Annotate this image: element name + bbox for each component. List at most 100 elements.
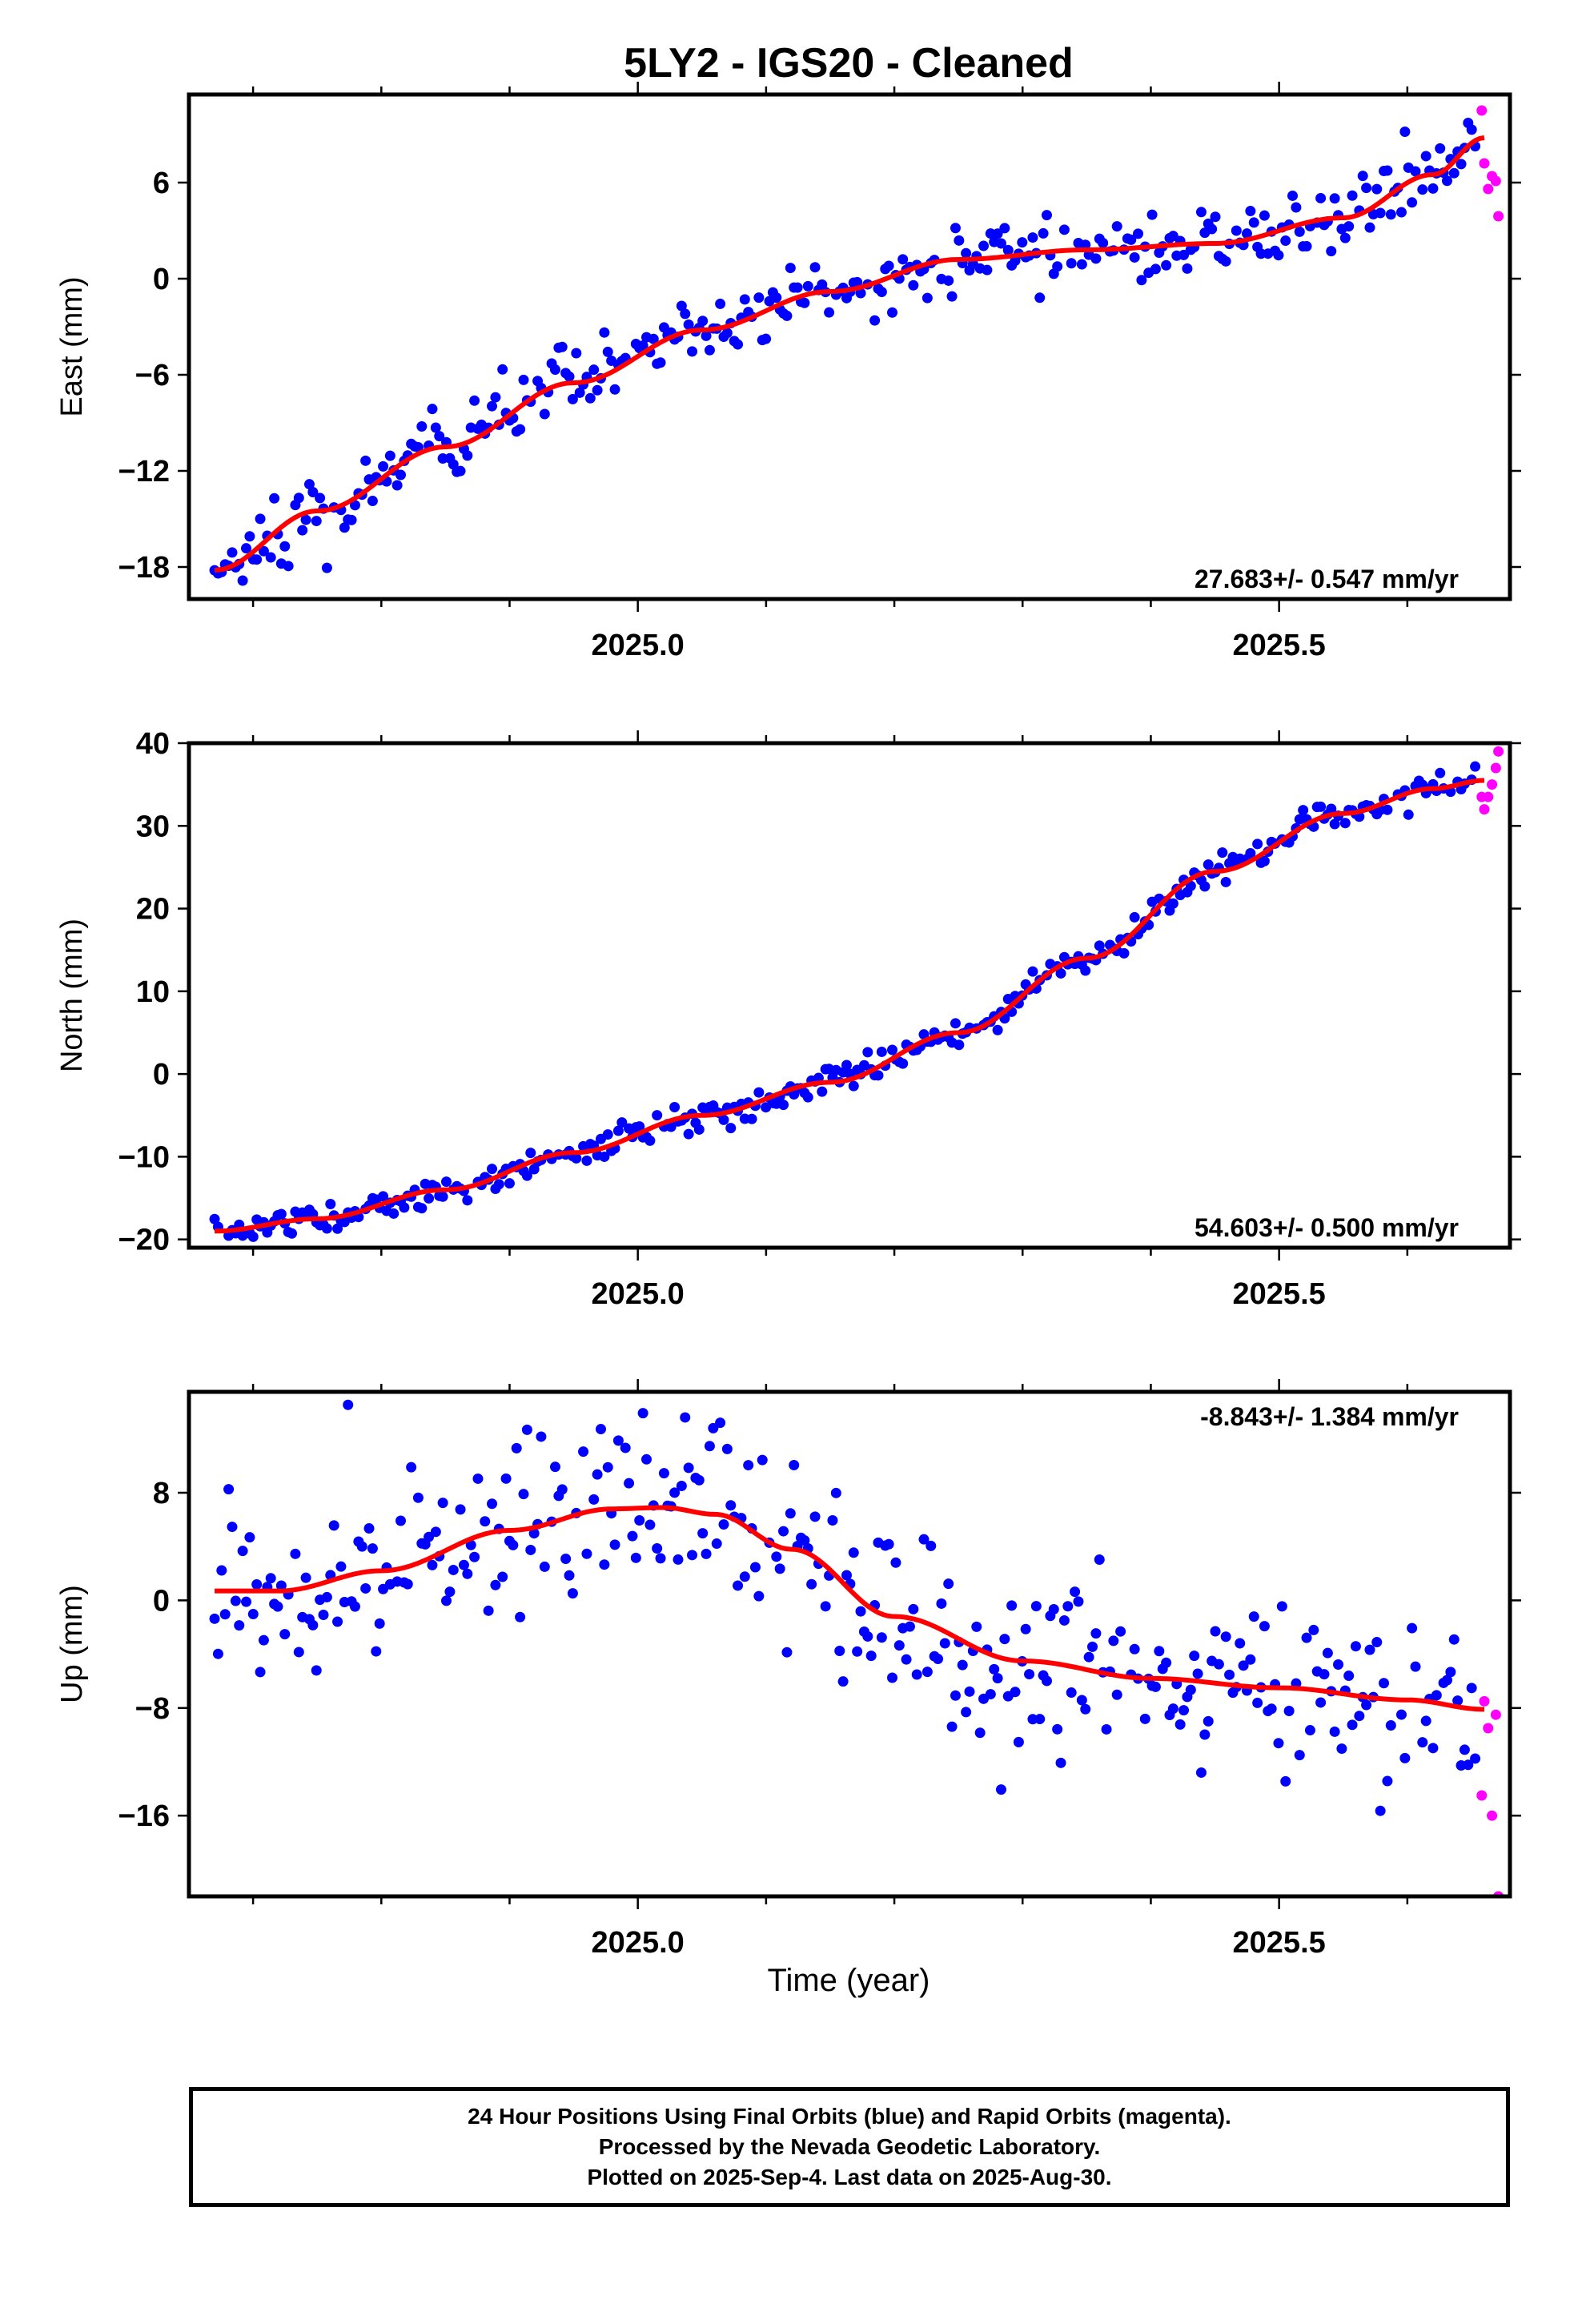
- final-point: [209, 1213, 220, 1224]
- final-point: [578, 1446, 589, 1458]
- final-point: [1066, 258, 1077, 269]
- final-point: [725, 1500, 737, 1511]
- final-point: [1466, 124, 1477, 135]
- final-point: [687, 346, 698, 357]
- final-point: [1220, 1631, 1231, 1642]
- final-point: [1385, 209, 1396, 220]
- final-point: [1076, 1695, 1087, 1706]
- final-point: [658, 1468, 669, 1479]
- final-point: [1463, 1759, 1474, 1771]
- final-point: [360, 1582, 371, 1594]
- final-point: [1435, 143, 1446, 154]
- final-point: [1403, 809, 1414, 820]
- plot-frame-east: [187, 92, 1512, 601]
- final-point: [564, 1570, 575, 1581]
- final-point: [571, 1152, 582, 1164]
- final-point: [1126, 234, 1137, 245]
- final-point: [1129, 1643, 1140, 1655]
- final-point: [1010, 1687, 1021, 1698]
- final-point: [1241, 228, 1252, 239]
- final-point: [209, 1613, 220, 1624]
- y-tick-label: 40: [136, 727, 170, 761]
- final-point: [1322, 1647, 1333, 1659]
- final-point: [995, 238, 1006, 249]
- final-point: [1291, 202, 1302, 213]
- final-point: [637, 1408, 648, 1419]
- final-point: [693, 1124, 705, 1135]
- final-point: [721, 1443, 733, 1454]
- final-point: [1266, 1703, 1277, 1715]
- final-point: [1357, 171, 1368, 182]
- final-point: [827, 1514, 838, 1526]
- final-point: [992, 1024, 1003, 1035]
- rapid-point: [1490, 175, 1501, 187]
- final-point: [307, 1619, 319, 1630]
- final-point: [1182, 263, 1193, 274]
- final-point: [1210, 1626, 1221, 1637]
- final-point: [655, 357, 666, 368]
- final-point: [1301, 241, 1312, 252]
- final-point: [739, 1571, 750, 1582]
- final-point: [1058, 224, 1070, 235]
- final-point: [1326, 803, 1337, 814]
- final-point: [1224, 1669, 1235, 1680]
- final-point: [1220, 255, 1231, 267]
- final-point: [971, 1621, 982, 1632]
- final-point: [378, 460, 389, 472]
- final-point: [1083, 1651, 1094, 1663]
- final-point: [395, 469, 406, 480]
- rapid-point: [1483, 1723, 1494, 1734]
- footer-note-box: 24 Hour Positions Using Final Orbits (bl…: [189, 2087, 1510, 2207]
- final-point: [950, 1018, 961, 1029]
- final-point: [809, 1511, 821, 1522]
- final-point: [349, 1601, 360, 1612]
- rapid-point: [1490, 762, 1501, 774]
- final-point: [1094, 940, 1105, 951]
- final-point: [455, 465, 466, 476]
- final-point: [321, 1223, 332, 1234]
- final-point: [862, 1047, 873, 1058]
- final-point: [669, 1101, 681, 1112]
- rapid-orbit-points-east: [1476, 105, 1504, 222]
- rapid-point: [1493, 746, 1504, 757]
- final-point: [571, 348, 582, 359]
- final-point: [1417, 184, 1428, 195]
- final-point: [427, 1559, 438, 1570]
- final-point: [1329, 1726, 1340, 1737]
- final-point: [1101, 1723, 1112, 1735]
- fit-curve-up: [215, 1505, 1485, 1712]
- panel-up: 2025.0 2025.5 −16 −8 0 8 Up (mm) -8.843+/- 1.38…: [55, 1379, 1521, 1960]
- final-point: [556, 1484, 568, 1495]
- rapid-point: [1479, 1695, 1490, 1707]
- chart-title: 5LY2 - IGS20 - Cleaned: [624, 40, 1074, 86]
- final-point: [602, 1462, 613, 1473]
- final-point: [504, 1178, 515, 1189]
- final-point: [725, 1123, 737, 1134]
- final-point: [480, 1516, 491, 1527]
- final-point: [599, 1559, 610, 1570]
- final-point: [634, 1515, 645, 1526]
- final-point: [1129, 251, 1140, 263]
- final-point: [641, 1454, 652, 1465]
- rapid-point: [1493, 211, 1504, 222]
- final-point: [367, 1543, 378, 1554]
- final-point: [1466, 1683, 1477, 1694]
- final-point: [1094, 1554, 1105, 1565]
- final-orbit-points-up: [209, 1399, 1481, 1816]
- final-point: [412, 441, 424, 452]
- final-point: [1435, 767, 1446, 778]
- final-point: [219, 1609, 231, 1620]
- final-point: [609, 1539, 620, 1550]
- plot-frame-up: [187, 1389, 1512, 1899]
- final-point: [399, 1202, 410, 1213]
- final-point: [1259, 210, 1270, 221]
- final-point: [933, 1653, 944, 1664]
- final-point: [321, 1591, 332, 1602]
- final-point: [1379, 1678, 1390, 1689]
- final-point: [444, 1586, 456, 1598]
- final-point: [715, 1417, 726, 1429]
- final-point: [1382, 1775, 1393, 1787]
- final-point: [1195, 207, 1207, 218]
- final-point: [1238, 1660, 1249, 1671]
- final-point: [515, 1611, 526, 1622]
